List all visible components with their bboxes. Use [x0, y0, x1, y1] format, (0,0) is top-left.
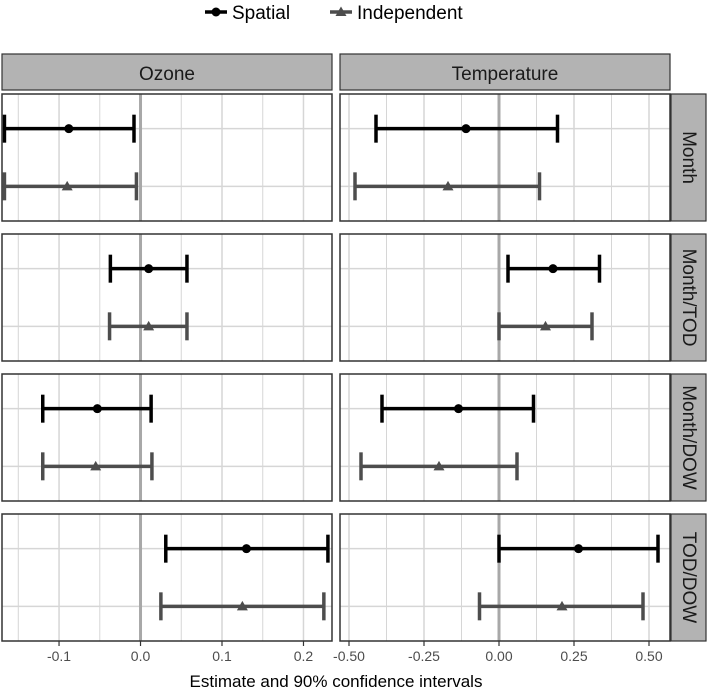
panel-temperature-month-dow	[339, 373, 671, 502]
panel-border	[339, 373, 671, 502]
legend-key-triangle	[335, 6, 347, 16]
estimate-point-spatial	[461, 124, 471, 134]
estimate-point-independent	[236, 600, 248, 611]
panel-border	[1, 373, 333, 502]
x-tick-label: 0.1	[212, 648, 232, 664]
x-tick-label: -0.25	[408, 648, 440, 664]
estimate-point-spatial	[64, 124, 74, 134]
estimate-point-spatial	[241, 544, 251, 554]
x-tick-label: -0.50	[333, 648, 365, 664]
estimate-point-independent	[61, 180, 73, 191]
strip-tod-dow	[670, 513, 707, 642]
estimate-point-independent	[442, 180, 454, 191]
panel-background	[340, 514, 670, 641]
estimate-point-spatial	[454, 404, 463, 414]
panel-border	[339, 233, 671, 362]
strip-label-tod-dow: TOD/DOW	[678, 532, 699, 624]
panel-background	[2, 234, 332, 361]
panel-ozone-month	[1, 93, 333, 222]
estimate-point-independent	[143, 320, 155, 331]
strip-month	[670, 93, 707, 222]
panel-background	[2, 94, 332, 221]
panel-border	[1, 93, 333, 222]
x-axes: -0.1 0.0 0.1 0.2 -0.50 -0.25 0.00 0.25 0.50	[47, 641, 663, 664]
x-axis-title: Estimate and 90% confidence intervals	[190, 672, 483, 691]
panel-background	[340, 374, 670, 501]
estimate-point-spatial	[574, 544, 583, 554]
panel-temperature-month-tod	[339, 233, 671, 362]
x-tick-label: -0.1	[47, 648, 71, 664]
panel-background	[340, 234, 670, 361]
panel-ozone-month-tod	[1, 233, 333, 362]
panel-background	[340, 94, 670, 221]
estimate-point-independent	[90, 460, 102, 471]
strip-label-month: Month	[678, 131, 699, 184]
legend-key-circle	[211, 7, 221, 17]
panel-border	[1, 233, 333, 362]
estimate-point-independent	[433, 460, 445, 471]
estimate-point-spatial	[92, 404, 102, 414]
legend-label-spatial: Spatial	[232, 3, 290, 24]
strip-month-dow	[670, 373, 707, 502]
panel-border	[339, 513, 671, 642]
strip-temperature	[339, 53, 671, 91]
strip-ozone	[1, 53, 333, 91]
strip-month-tod	[670, 233, 707, 362]
panel-background	[2, 374, 332, 501]
panel-border	[1, 513, 333, 642]
panel-ozone-month-dow	[1, 373, 333, 502]
x-tick-label: 0.00	[485, 648, 512, 664]
x-tick-label: 0.0	[131, 648, 151, 664]
x-tick-label: 0.2	[294, 648, 314, 664]
estimate-point-independent	[540, 320, 551, 331]
panel-temperature-month	[339, 93, 671, 222]
panel-ozone-tod-dow	[1, 513, 333, 642]
legend: Spatial Independent	[205, 3, 463, 24]
facet-strips: Ozone Temperature Month Month/TOD Month/DOW T…	[1, 53, 707, 642]
strip-label-temperature: Temperature	[452, 64, 559, 85]
estimate-point-spatial	[144, 264, 154, 274]
estimate-point-independent	[556, 600, 568, 611]
panel-border	[339, 93, 671, 222]
strip-label-ozone: Ozone	[139, 64, 195, 85]
strip-label-month-tod: Month/TOD	[678, 249, 699, 347]
legend-label-independent: Independent	[357, 3, 463, 24]
panel-temperature-tod-dow	[339, 513, 671, 642]
x-tick-label: 0.50	[635, 648, 662, 664]
strip-label-month-dow: Month/DOW	[678, 385, 699, 490]
panel-background	[2, 514, 332, 641]
facet-panels	[1, 93, 671, 642]
estimate-point-spatial	[548, 264, 558, 274]
x-tick-label: 0.25	[560, 648, 587, 664]
